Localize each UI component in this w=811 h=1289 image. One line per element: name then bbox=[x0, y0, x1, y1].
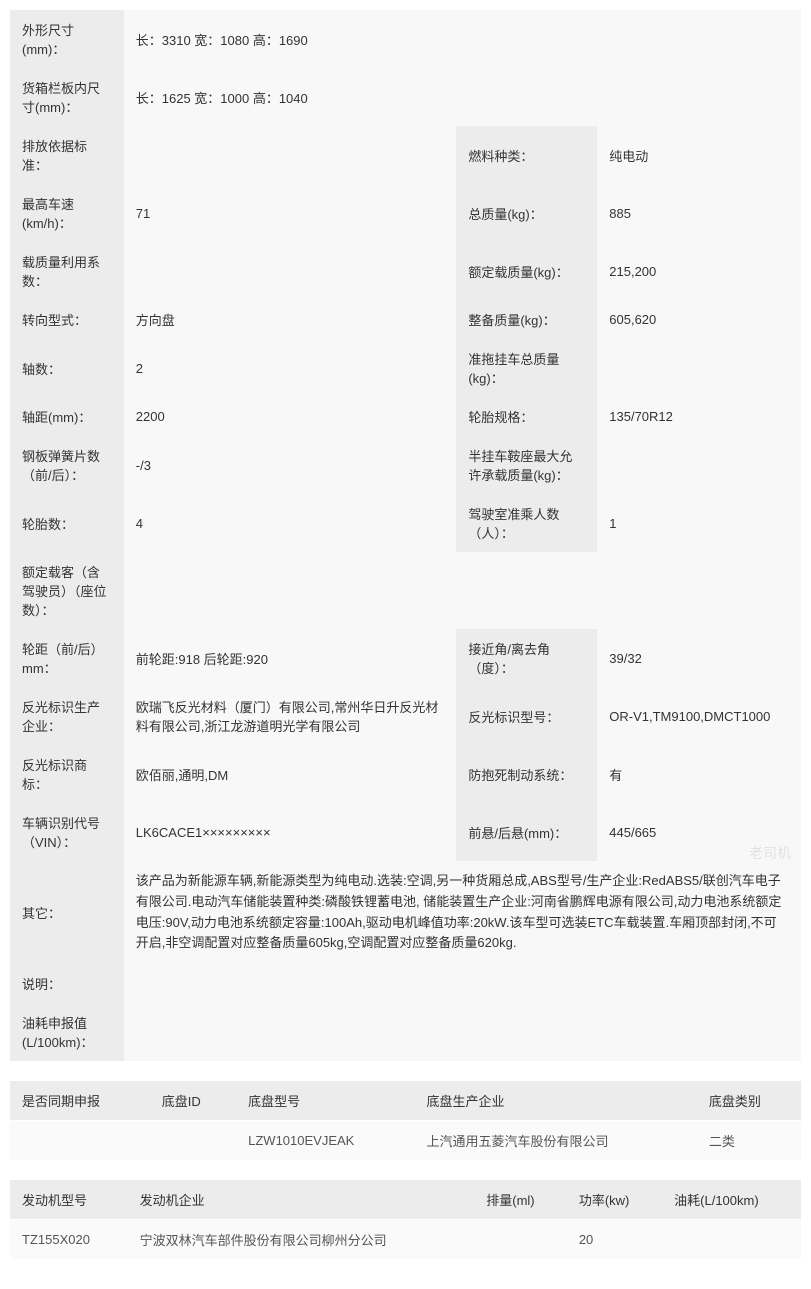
engine-cell: 宁波双林汽车部件股份有限公司柳州分公司 bbox=[128, 1220, 475, 1260]
vin-label: 车辆识别代号（VIN）： bbox=[10, 803, 124, 861]
spring-label: 钢板弹簧片数（前/后）： bbox=[10, 436, 124, 494]
load-ratio-label: 载质量利用系数： bbox=[10, 242, 124, 300]
engine-cell bbox=[474, 1220, 567, 1260]
tire-value: 135/70R12 bbox=[597, 397, 801, 436]
chassis-cell: LZW1010EVJEAK bbox=[236, 1121, 414, 1161]
trailer-value bbox=[597, 339, 801, 397]
engine-header: 发动机企业 bbox=[128, 1180, 475, 1220]
reflector-mfg-value: 欧瑞飞反光材料（厦门）有限公司,常州华日升反光材料有限公司,浙江龙游道明光学有限… bbox=[124, 687, 457, 745]
vin-value: LK6CACE1××××××××× bbox=[124, 803, 457, 861]
total-mass-label: 总质量(kg)： bbox=[456, 184, 597, 242]
curb-value: 605,620 bbox=[597, 300, 801, 339]
other-value: 该产品为新能源车辆,新能源类型为纯电动.选装:空调,另一种货厢总成,ABS型号/… bbox=[124, 861, 801, 964]
tirecount-label: 轮胎数： bbox=[10, 494, 124, 552]
chassis-cell: 二类 bbox=[697, 1121, 801, 1161]
reflector-model-label: 反光标识型号： bbox=[456, 687, 597, 745]
note-value bbox=[124, 964, 801, 1003]
angle-label: 接近角/离去角（度）： bbox=[456, 629, 597, 687]
speed-label: 最高车速(km/h)： bbox=[10, 184, 124, 242]
chassis-cell bbox=[10, 1121, 150, 1161]
chassis-header: 是否同期申报 bbox=[10, 1081, 150, 1121]
reflector-model-value: OR-V1,TM9100,DMCT1000 bbox=[597, 687, 801, 745]
fuel-label: 燃料种类： bbox=[456, 126, 597, 184]
trailer-label: 准拖挂车总质量(kg)： bbox=[456, 339, 597, 397]
overhang-label: 前悬/后悬(mm)： bbox=[456, 803, 597, 861]
angle-value: 39/32 bbox=[597, 629, 801, 687]
vehicle-specs-table: 外形尺寸(mm)：长：3310 宽：1080 高：1690 货箱栏板内尺寸(mm… bbox=[10, 10, 801, 1061]
other-label: 其它： bbox=[10, 861, 124, 964]
steering-value: 方向盘 bbox=[124, 300, 457, 339]
fuel-cons-value bbox=[124, 1003, 801, 1061]
engine-table: 发动机型号 发动机企业 排量(ml) 功率(kw) 油耗(L/100km) TZ… bbox=[10, 1180, 801, 1259]
emission-label: 排放依据标准： bbox=[10, 126, 124, 184]
cab-label: 驾驶室准乘人数（人）： bbox=[456, 494, 597, 552]
engine-cell: 20 bbox=[567, 1220, 662, 1260]
abs-value: 有 bbox=[597, 745, 801, 803]
steering-label: 转向型式： bbox=[10, 300, 124, 339]
wheelbase-value: 2200 bbox=[124, 397, 457, 436]
note-label: 说明： bbox=[10, 964, 124, 1003]
speed-value: 71 bbox=[124, 184, 457, 242]
cab-value: 1 bbox=[597, 494, 801, 552]
reflector-brand-label: 反光标识商标： bbox=[10, 745, 124, 803]
rated-load-value: 215,200 bbox=[597, 242, 801, 300]
chassis-header: 底盘ID bbox=[150, 1081, 236, 1121]
curb-label: 整备质量(kg)： bbox=[456, 300, 597, 339]
engine-header: 油耗(L/100km) bbox=[662, 1180, 801, 1220]
saddle-label: 半挂车鞍座最大允许承载质量(kg)： bbox=[456, 436, 597, 494]
chassis-header: 底盘型号 bbox=[236, 1081, 414, 1121]
axles-value: 2 bbox=[124, 339, 457, 397]
engine-cell bbox=[662, 1220, 801, 1260]
dimensions-value: 长：3310 宽：1080 高：1690 bbox=[124, 10, 801, 68]
engine-header: 功率(kw) bbox=[567, 1180, 662, 1220]
track-label: 轮距（前/后）mm： bbox=[10, 629, 124, 687]
engine-header: 发动机型号 bbox=[10, 1180, 128, 1220]
fuel-cons-label: 油耗申报值(L/100km)： bbox=[10, 1003, 124, 1061]
axles-label: 轴数： bbox=[10, 339, 124, 397]
passenger-value bbox=[124, 552, 801, 629]
cargo-label: 货箱栏板内尺寸(mm)： bbox=[10, 68, 124, 126]
chassis-cell: 上汽通用五菱汽车股份有限公司 bbox=[415, 1121, 697, 1161]
passenger-label: 额定载客（含驾驶员）（座位数）： bbox=[10, 552, 124, 629]
dimensions-label: 外形尺寸(mm)： bbox=[10, 10, 124, 68]
spring-value: -/3 bbox=[124, 436, 457, 494]
cargo-value: 长：1625 宽：1000 高：1040 bbox=[124, 68, 801, 126]
emission-value bbox=[124, 126, 457, 184]
rated-load-label: 额定载质量(kg)： bbox=[456, 242, 597, 300]
chassis-header: 底盘类别 bbox=[697, 1081, 801, 1121]
wheelbase-label: 轴距(mm)： bbox=[10, 397, 124, 436]
chassis-table: 是否同期申报 底盘ID 底盘型号 底盘生产企业 底盘类别 LZW1010EVJE… bbox=[10, 1081, 801, 1160]
load-ratio-value bbox=[124, 242, 457, 300]
tirecount-value: 4 bbox=[124, 494, 457, 552]
tire-label: 轮胎规格： bbox=[456, 397, 597, 436]
reflector-brand-value: 欧佰丽,通明,DM bbox=[124, 745, 457, 803]
total-mass-value: 885 bbox=[597, 184, 801, 242]
fuel-value: 纯电动 bbox=[597, 126, 801, 184]
chassis-cell bbox=[150, 1121, 236, 1161]
watermark-text: 老司机 bbox=[749, 843, 791, 863]
engine-cell: TZ155X020 bbox=[10, 1220, 128, 1260]
engine-header: 排量(ml) bbox=[474, 1180, 567, 1220]
saddle-value bbox=[597, 436, 801, 494]
reflector-mfg-label: 反光标识生产企业： bbox=[10, 687, 124, 745]
chassis-header: 底盘生产企业 bbox=[415, 1081, 697, 1121]
track-value: 前轮距:918 后轮距:920 bbox=[124, 629, 457, 687]
abs-label: 防抱死制动系统： bbox=[456, 745, 597, 803]
